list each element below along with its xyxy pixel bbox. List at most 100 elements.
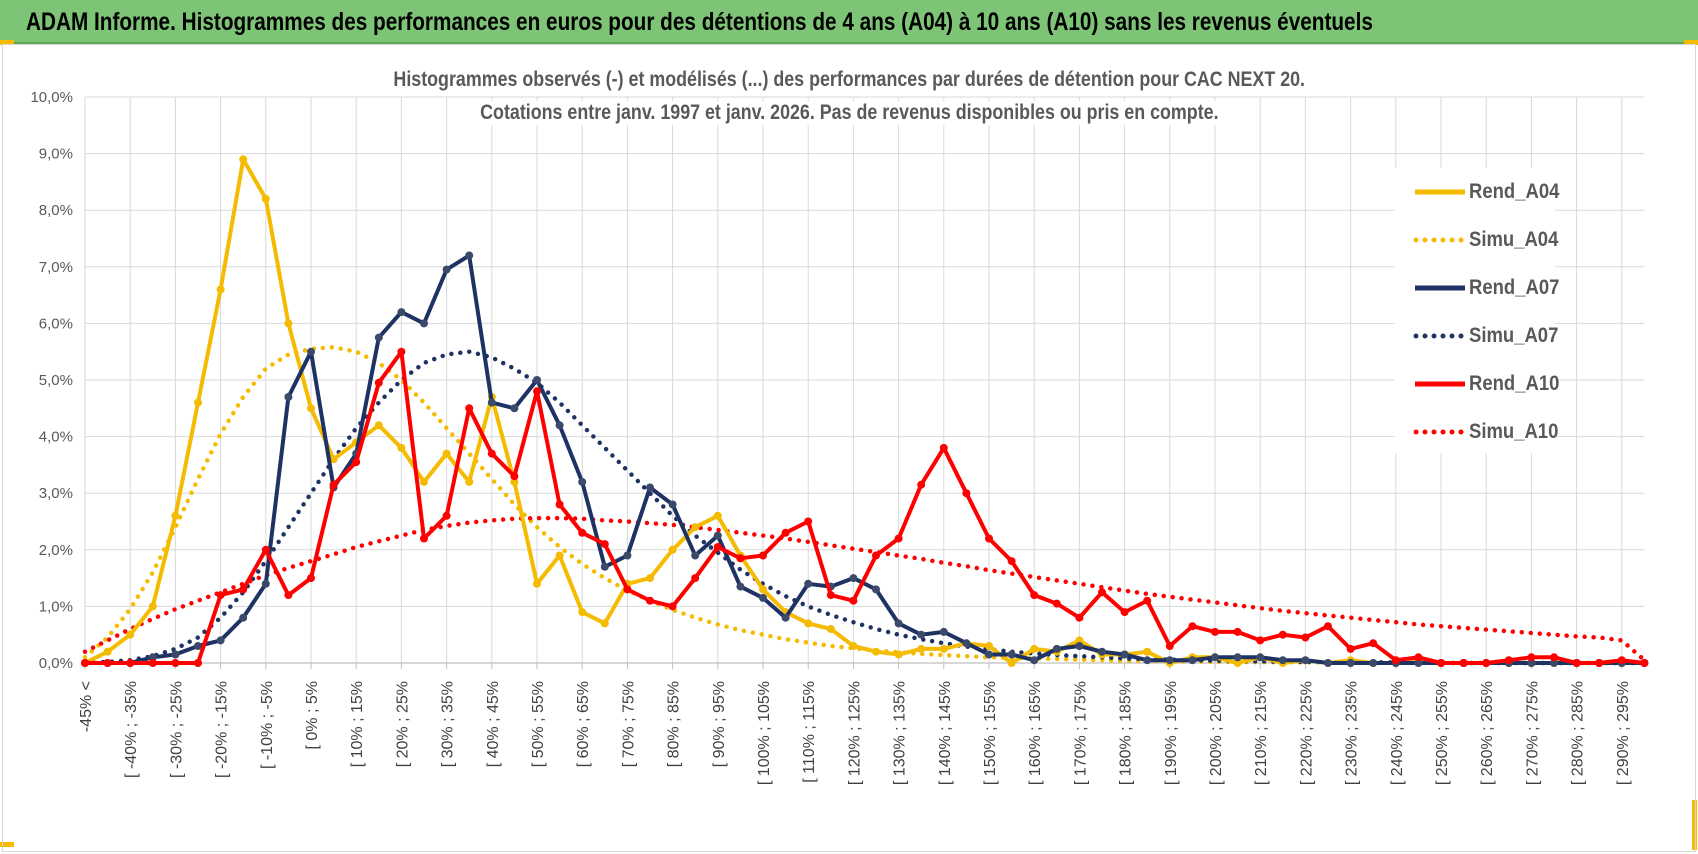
- legend-label-simu-a10: Simu_A10: [1469, 420, 1559, 443]
- data-point-rend-a10: [1640, 659, 1649, 667]
- data-point-rend-a10: [555, 500, 564, 509]
- data-point-rend-a07: [397, 308, 406, 317]
- data-point-rend-a10: [216, 591, 225, 600]
- corner-mark-bottom-left: [0, 842, 14, 847]
- data-point-rend-a07: [194, 642, 202, 650]
- data-point-rend-a10: [533, 387, 541, 396]
- data-point-rend-a10: [1595, 659, 1604, 667]
- data-point-rend-a07: [1301, 656, 1310, 665]
- data-point-rend-a07: [171, 650, 180, 659]
- data-point-rend-a07: [1075, 642, 1084, 650]
- data-point-rend-a04: [917, 644, 926, 653]
- x-tick-label: [ -40% ; -35%: [123, 681, 140, 778]
- data-point-rend-a10: [420, 534, 428, 543]
- data-point-rend-a07: [533, 376, 541, 384]
- data-point-rend-a07: [736, 582, 745, 591]
- series-line-simu-a07: [82, 349, 1647, 666]
- data-point-rend-a07: [1007, 650, 1016, 659]
- x-tick-label: [ 30% ; 35%: [440, 681, 457, 767]
- data-point-rend-a10: [1572, 659, 1581, 667]
- data-point-rend-a07: [917, 630, 926, 639]
- data-point-rend-a04: [103, 647, 112, 656]
- data-point-rend-a07: [1098, 647, 1106, 656]
- data-point-rend-a07: [804, 579, 813, 588]
- data-point-rend-a04: [442, 449, 451, 458]
- x-tick-label: [ 260% ; 265%: [1479, 681, 1496, 785]
- data-point-rend-a07: [442, 265, 451, 274]
- data-point-rend-a07: [985, 650, 993, 659]
- data-point-rend-a10: [487, 449, 496, 458]
- legend-label-rend-a10: Rend_A10: [1469, 372, 1560, 395]
- legend-swatch-simu-a07: [1413, 333, 1467, 339]
- data-point-rend-a10: [465, 404, 474, 413]
- data-point-rend-a07: [668, 500, 677, 509]
- data-point-rend-a07: [374, 333, 383, 342]
- legend-swatch-rend-a07: [1415, 285, 1465, 291]
- legend-swatch-simu-a10: [1413, 429, 1467, 435]
- data-point-rend-a07: [872, 585, 880, 594]
- data-point-rend-a04: [1030, 644, 1039, 653]
- x-tick-label: [ 160% ; 165%: [1027, 681, 1044, 785]
- data-point-rend-a04: [939, 644, 948, 653]
- data-point-rend-a07: [1120, 650, 1129, 659]
- data-point-rend-a04: [1075, 636, 1084, 645]
- x-tick-label: [ 0% ; 5%: [304, 681, 321, 749]
- data-point-rend-a04: [194, 398, 202, 407]
- data-point-rend-a04: [849, 642, 858, 650]
- data-point-rend-a10: [1301, 633, 1310, 642]
- data-point-rend-a10: [917, 480, 926, 489]
- x-tick-label: [ 40% ; 45%: [485, 681, 502, 767]
- data-point-rend-a10: [284, 591, 293, 600]
- data-point-rend-a10: [623, 585, 632, 594]
- data-point-rend-a04: [216, 285, 225, 294]
- data-point-rend-a10: [713, 543, 722, 551]
- data-point-rend-a10: [194, 659, 202, 667]
- x-tick-label: [ 220% ; 225%: [1298, 681, 1315, 785]
- data-point-rend-a10: [781, 528, 790, 537]
- corner-mark-top-right: [1684, 40, 1698, 45]
- data-point-rend-a10: [1256, 636, 1265, 645]
- data-point-rend-a07: [261, 579, 270, 588]
- data-point-rend-a10: [81, 659, 89, 667]
- x-tick-label: [ 290% ; 295%: [1615, 681, 1632, 785]
- y-tick-label: 4,0%: [39, 429, 73, 446]
- data-point-rend-a04: [578, 608, 587, 617]
- data-point-rend-a10: [939, 443, 948, 452]
- data-point-rend-a10: [1391, 656, 1400, 665]
- data-point-rend-a10: [849, 596, 858, 605]
- data-point-rend-a07: [510, 404, 519, 413]
- data-point-rend-a10: [510, 472, 519, 481]
- data-point-rend-a07: [1550, 659, 1558, 667]
- y-tick-label: 7,0%: [39, 259, 73, 276]
- data-point-rend-a04: [894, 650, 903, 659]
- y-tick-label: 0,0%: [39, 655, 73, 672]
- y-tick-label: 8,0%: [39, 202, 73, 219]
- data-point-rend-a10: [894, 534, 903, 543]
- data-point-rend-a04: [307, 404, 315, 413]
- data-point-rend-a10: [1346, 644, 1355, 653]
- data-point-rend-a07: [646, 483, 654, 492]
- data-point-rend-a07: [1143, 656, 1152, 665]
- data-point-rend-a07: [962, 639, 971, 648]
- data-point-rend-a10: [1459, 659, 1468, 667]
- data-point-rend-a10: [442, 511, 451, 520]
- data-point-rend-a10: [1188, 622, 1197, 631]
- series-line-simu-a10: [82, 515, 1647, 663]
- data-point-rend-a10: [1527, 653, 1536, 662]
- legend-label-rend-a07: Rend_A07: [1469, 276, 1560, 299]
- data-point-rend-a10: [668, 602, 677, 611]
- x-tick-label: -45% <: [78, 681, 95, 732]
- data-point-rend-a10: [962, 489, 971, 498]
- y-tick-label: 3,0%: [39, 485, 73, 502]
- data-point-rend-a10: [736, 554, 745, 563]
- data-point-rend-a07: [1233, 653, 1242, 662]
- data-point-rend-a07: [939, 627, 948, 636]
- data-point-rend-a10: [1437, 659, 1445, 667]
- x-tick-label: [ 240% ; 245%: [1389, 681, 1406, 785]
- data-point-rend-a07: [781, 613, 790, 622]
- x-tick-label: [ 150% ; 155%: [982, 681, 999, 785]
- data-point-rend-a10: [1211, 627, 1219, 636]
- data-point-rend-a07: [1414, 659, 1423, 667]
- data-point-rend-a04: [985, 642, 993, 650]
- x-tick-label: [ 280% ; 285%: [1570, 681, 1587, 785]
